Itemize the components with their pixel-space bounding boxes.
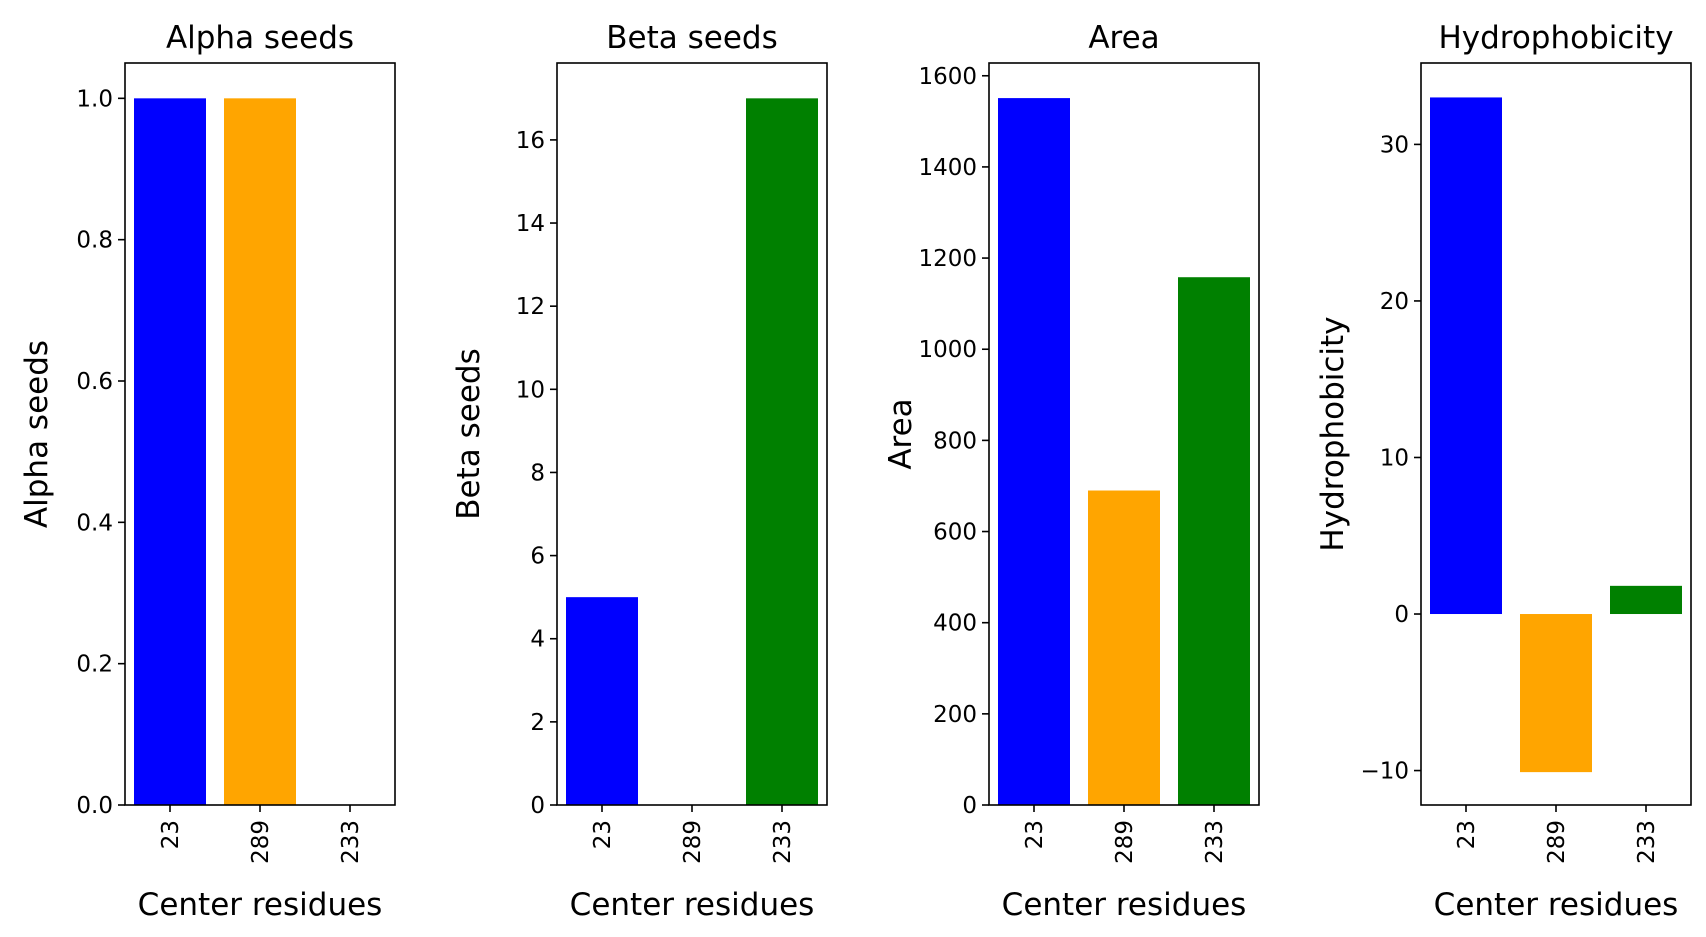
x-tick-label: 233 xyxy=(770,820,796,864)
y-tick-label: 6 xyxy=(530,544,545,570)
x-axis-label: Center residues xyxy=(570,887,815,923)
y-tick-label: 1.0 xyxy=(76,86,113,112)
x-axis-label: Center residues xyxy=(1434,887,1679,923)
bar-289 xyxy=(1088,490,1160,805)
x-tick-label: 233 xyxy=(1202,820,1228,864)
bar-23 xyxy=(566,597,638,805)
bar-289 xyxy=(1520,614,1592,773)
y-tick-label: 4 xyxy=(530,627,545,653)
panel-title: Hydrophobicity xyxy=(1438,20,1673,56)
y-tick-label: 10 xyxy=(1380,445,1409,471)
y-tick-label: 30 xyxy=(1380,132,1409,158)
bar-233 xyxy=(1610,585,1682,615)
y-tick-label: 14 xyxy=(516,211,545,237)
x-tick-label: 233 xyxy=(1634,820,1660,864)
chart-panel-2: 0 2 4 6 8 10 12 14 16 23 289 233 Beta seeds Center re… xyxy=(451,20,828,923)
y-tick-label: 8 xyxy=(530,460,545,486)
chart-panel-3: 0 200 400 600 800 1000 1200 1400 1600 23 289 233 Are… xyxy=(883,20,1260,923)
y-tick-label: 1200 xyxy=(918,246,977,272)
y-tick-label: 0.0 xyxy=(76,793,113,819)
y-tick-label: 2 xyxy=(530,710,545,736)
bar-289 xyxy=(224,98,296,806)
chart-panel-4: −10 0 10 20 30 23 289 233 Hydrophobicity Center r… xyxy=(1315,20,1692,923)
x-tick-label: 289 xyxy=(680,820,706,864)
x-tick-label: 23 xyxy=(590,820,616,849)
y-tick-label: 600 xyxy=(933,520,977,546)
y-tick-label: 10 xyxy=(516,377,545,403)
x-tick-label: 289 xyxy=(1544,820,1570,864)
y-tick-label: 0 xyxy=(530,793,545,819)
x-tick-label: 23 xyxy=(1454,820,1480,849)
x-tick-label: 23 xyxy=(158,820,184,849)
y-tick-label: 0.4 xyxy=(76,510,113,536)
x-tick-label: 289 xyxy=(248,820,274,864)
bar-23 xyxy=(134,98,206,806)
y-tick-label: 12 xyxy=(516,294,545,320)
x-axis-label: Center residues xyxy=(138,887,383,923)
x-tick-label: 23 xyxy=(1022,820,1048,849)
y-axis-label: Beta seeds xyxy=(451,348,487,519)
y-tick-label: 1400 xyxy=(918,155,977,181)
y-tick-label: 0 xyxy=(962,793,977,819)
panel-title: Beta seeds xyxy=(606,20,777,56)
y-tick-label: 20 xyxy=(1380,289,1409,315)
y-tick-label: 200 xyxy=(933,702,977,728)
x-tick-label: 233 xyxy=(338,820,364,864)
y-axis-label: Hydrophobicity xyxy=(1315,316,1351,551)
y-axis-label: Area xyxy=(883,398,919,469)
x-tick-label: 289 xyxy=(1112,820,1138,864)
chart-panel-1: 0.0 0.2 0.4 0.6 0.8 1.0 23 289 233 Alpha seeds Cen… xyxy=(19,20,396,923)
y-axis-label: Alpha seeds xyxy=(19,340,55,528)
y-tick-label: 1600 xyxy=(918,64,977,90)
panel-title: Alpha seeds xyxy=(166,20,354,56)
bar-233 xyxy=(746,98,818,806)
y-tick-label: 0.2 xyxy=(76,652,113,678)
bar-23 xyxy=(1430,97,1502,615)
y-tick-label: 1000 xyxy=(918,337,977,363)
x-axis-label: Center residues xyxy=(1002,887,1247,923)
y-tick-label: 0.6 xyxy=(76,369,113,395)
y-tick-label: 0.8 xyxy=(76,228,113,254)
y-tick-label: 0 xyxy=(1394,602,1409,628)
y-tick-label: −10 xyxy=(1360,759,1409,785)
bar-23 xyxy=(998,98,1070,805)
bar-233 xyxy=(1178,277,1250,805)
y-tick-label: 16 xyxy=(516,128,545,154)
panel-title: Area xyxy=(1088,20,1159,56)
y-tick-label: 400 xyxy=(933,611,977,637)
y-tick-label: 800 xyxy=(933,428,977,454)
